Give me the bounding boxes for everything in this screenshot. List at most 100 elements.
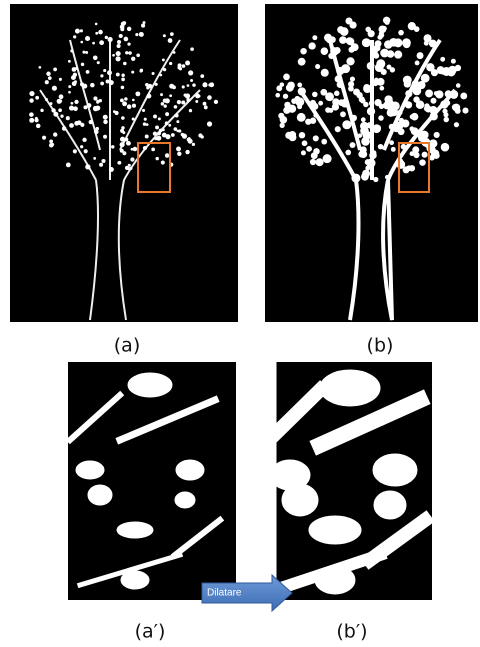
leaf xyxy=(29,91,34,96)
leaf xyxy=(192,83,196,87)
leaf xyxy=(430,112,438,120)
leaf xyxy=(58,108,62,112)
leaf xyxy=(405,90,412,97)
leaf xyxy=(161,102,164,105)
leaf xyxy=(165,153,169,157)
leaf xyxy=(392,124,400,132)
leaf xyxy=(434,132,440,138)
leaf xyxy=(456,83,461,88)
leaf xyxy=(95,23,98,26)
label-b-prime: (b′) xyxy=(336,621,367,643)
leaf xyxy=(408,22,416,30)
leaf xyxy=(130,157,134,161)
leaf xyxy=(313,135,319,141)
leaf xyxy=(53,68,57,72)
leaf xyxy=(117,161,120,164)
leaf xyxy=(163,68,166,71)
leaf xyxy=(141,24,145,28)
panel-a xyxy=(10,4,238,322)
leaf xyxy=(115,56,120,61)
leaf xyxy=(443,112,448,117)
leaf xyxy=(174,105,178,109)
leaf xyxy=(298,88,303,93)
leaf xyxy=(350,77,355,82)
leaf xyxy=(121,86,125,90)
leaf xyxy=(185,150,189,154)
leaf xyxy=(203,102,207,106)
leaf xyxy=(97,61,100,64)
leaf xyxy=(171,133,175,137)
leaf xyxy=(312,35,317,40)
leaf xyxy=(82,138,86,142)
leaf xyxy=(169,62,172,65)
leaf xyxy=(443,117,449,123)
leaf xyxy=(85,36,90,41)
leaf xyxy=(105,36,108,39)
leaf xyxy=(178,63,182,67)
leaf xyxy=(346,37,353,44)
leaf xyxy=(69,105,74,110)
label-a-prime: (a′) xyxy=(135,621,166,643)
leaf xyxy=(358,133,363,138)
leaf xyxy=(29,112,34,117)
leaf xyxy=(341,64,350,73)
leaf xyxy=(349,22,356,29)
leaf xyxy=(297,113,306,122)
leaf xyxy=(460,93,467,100)
leaf xyxy=(51,108,55,112)
leaf xyxy=(66,163,71,168)
leaf xyxy=(283,94,288,99)
leaf xyxy=(125,166,129,170)
leaf xyxy=(99,40,104,45)
leaf xyxy=(84,149,88,153)
leaf xyxy=(297,104,302,109)
leaf xyxy=(375,40,382,47)
leaf xyxy=(363,84,370,91)
leaf xyxy=(339,36,347,44)
leaf xyxy=(286,84,294,92)
leaf xyxy=(127,43,130,46)
leaf xyxy=(165,121,169,125)
leaf xyxy=(310,159,316,165)
leaf xyxy=(379,31,384,36)
leaf xyxy=(283,73,290,80)
blob xyxy=(76,461,104,479)
leaf xyxy=(305,119,311,125)
leaf xyxy=(127,142,131,146)
leaf xyxy=(179,67,182,70)
leaf xyxy=(132,104,136,108)
leaf xyxy=(161,160,165,164)
leaf xyxy=(89,120,93,124)
leaf xyxy=(159,74,162,77)
leaf xyxy=(182,64,186,68)
blob xyxy=(128,373,172,397)
leaf xyxy=(116,73,120,77)
leaf xyxy=(361,173,369,181)
leaf xyxy=(431,98,437,104)
leaf xyxy=(440,57,445,62)
leaf xyxy=(186,98,190,102)
leaf xyxy=(405,101,412,108)
leaf xyxy=(362,38,371,47)
leaf xyxy=(384,17,390,23)
leaf xyxy=(68,60,71,63)
leaf xyxy=(409,165,415,171)
leaf xyxy=(345,150,351,156)
leaf xyxy=(437,66,445,74)
leaf xyxy=(120,98,124,102)
leaf xyxy=(302,140,308,146)
leaf xyxy=(133,147,137,151)
leaf xyxy=(100,82,104,86)
leaf xyxy=(195,100,198,103)
leaf xyxy=(111,145,114,148)
leaf xyxy=(312,92,318,98)
blob xyxy=(315,566,355,594)
leaf xyxy=(45,98,48,101)
leaf xyxy=(192,143,195,146)
leaf xyxy=(158,117,161,120)
leaf xyxy=(152,72,155,75)
leaf xyxy=(155,125,159,129)
leaf xyxy=(200,74,204,78)
leaf xyxy=(383,101,391,109)
leaf xyxy=(301,150,306,155)
